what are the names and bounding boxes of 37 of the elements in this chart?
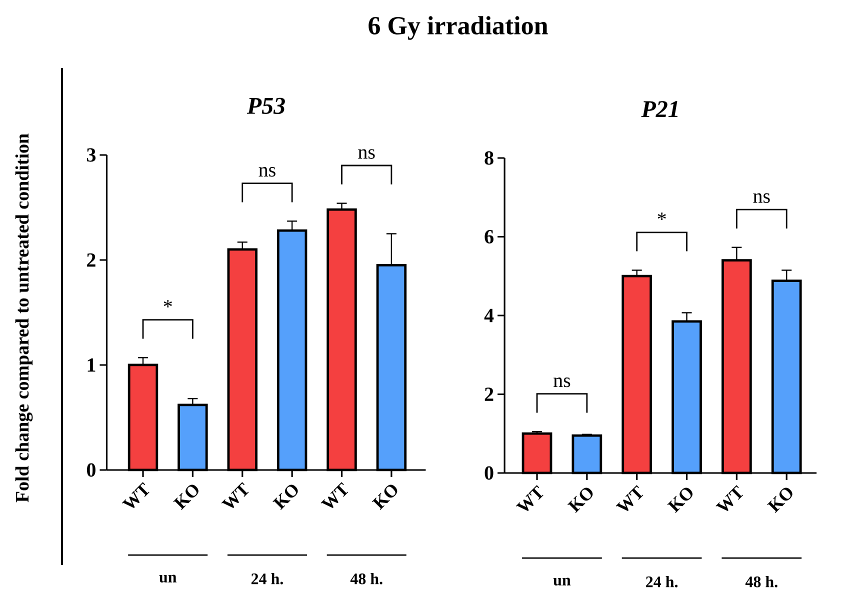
x-tick-label: WT bbox=[716, 485, 744, 512]
x-tick-label: WT bbox=[616, 485, 644, 512]
y-tick-label: 1 bbox=[88, 358, 96, 372]
annotation: ns bbox=[554, 378, 570, 388]
y-tick-label: 0 bbox=[86, 463, 96, 477]
y-tick-label: 3 bbox=[86, 148, 96, 162]
text: 6 Gy irradiation bbox=[368, 16, 548, 40]
annotation: ns bbox=[358, 149, 375, 159]
annotation: ns bbox=[753, 193, 770, 203]
x-tick-label: KO bbox=[667, 488, 692, 513]
text: 24 h. bbox=[646, 576, 678, 588]
x-tick-label: KO bbox=[767, 488, 792, 513]
x-tick-label: KO bbox=[372, 484, 398, 510]
x-tick-label: KO bbox=[272, 484, 298, 510]
text: 24 h. bbox=[251, 572, 283, 584]
y-tick-label: 2 bbox=[484, 388, 494, 401]
y-tick-label: 4 bbox=[484, 308, 494, 322]
y-tick-label: 2 bbox=[87, 253, 96, 267]
y-tick-label: 6 bbox=[484, 230, 494, 244]
y-axis-title: Fold change compared to untreated condition bbox=[15, 134, 33, 502]
text: un bbox=[159, 574, 177, 583]
chart-title: P53 bbox=[246, 98, 285, 114]
text: 48 h. bbox=[745, 576, 778, 588]
x-tick-label: WT bbox=[516, 485, 544, 512]
x-tick-label: WT bbox=[320, 482, 348, 508]
annotation: ns bbox=[258, 167, 276, 177]
y-tick-label: 0 bbox=[484, 466, 494, 480]
text: un bbox=[553, 578, 571, 586]
x-tick-label: WT bbox=[122, 482, 150, 508]
x-tick-label: KO bbox=[173, 484, 198, 510]
annotation: * bbox=[658, 212, 666, 220]
y-tick-label: 8 bbox=[484, 151, 494, 165]
x-tick-label: WT bbox=[221, 482, 249, 508]
annotation: * bbox=[164, 300, 172, 308]
text: 48 h. bbox=[350, 572, 382, 584]
chart-title: P21 bbox=[641, 101, 678, 117]
x-tick-label: KO bbox=[567, 488, 593, 513]
